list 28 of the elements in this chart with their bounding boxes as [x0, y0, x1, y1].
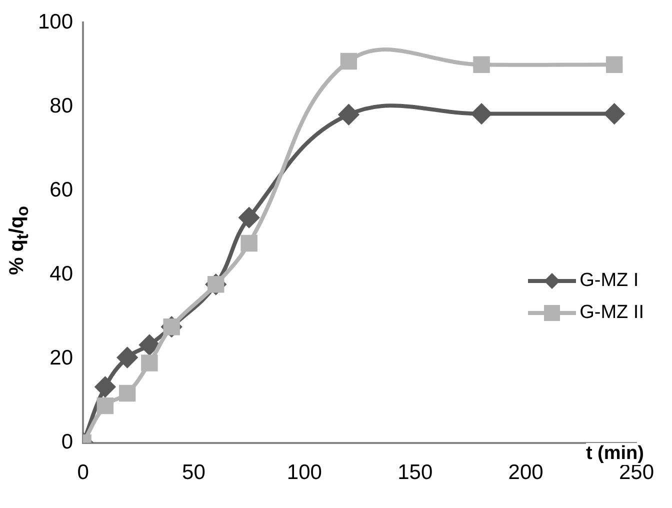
point	[239, 208, 260, 228]
y-tick-label: 100	[38, 10, 74, 34]
point	[338, 104, 359, 125]
point	[95, 376, 116, 397]
point	[96, 397, 114, 414]
y-tick-label: 40	[50, 262, 74, 286]
point	[117, 348, 138, 368]
y-tick-label: 0	[61, 430, 74, 454]
y-tick-label: 20	[50, 346, 74, 370]
x-tick-label: 50	[182, 461, 206, 484]
y-tick-label: 60	[50, 178, 74, 202]
point	[472, 104, 492, 124]
point	[141, 354, 158, 372]
x-axis-title: t (min)	[586, 443, 644, 465]
x-tick-label: 0	[77, 461, 89, 484]
point	[606, 56, 623, 73]
point	[240, 234, 258, 252]
point	[340, 52, 358, 70]
point	[473, 56, 490, 73]
legend-label: G-MZ I	[580, 270, 639, 292]
x-tick-label: 200	[508, 461, 544, 484]
x-tick-label: 100	[286, 461, 322, 484]
point	[139, 334, 160, 355]
x-tick-label: 150	[398, 461, 433, 484]
legend-label: G-MZ II	[580, 302, 644, 324]
point	[118, 384, 136, 402]
y-tick-label: 80	[50, 94, 74, 118]
point	[604, 104, 624, 124]
